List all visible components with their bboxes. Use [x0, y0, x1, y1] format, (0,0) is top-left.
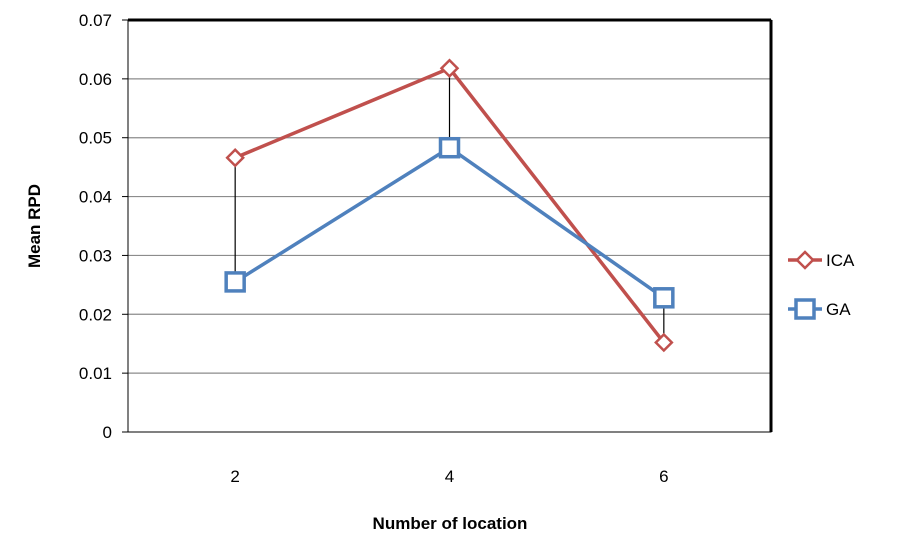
data-point-ga — [224, 271, 246, 293]
y-tick-label: 0.07 — [79, 11, 112, 30]
axes — [122, 18, 773, 433]
data-point-ga — [653, 287, 675, 309]
tick-labels: 0 0.01 0.02 0.03 0.04 0.05 0.06 0.07 2 4 6 — [79, 11, 669, 486]
series-line-ga — [234, 145, 665, 300]
y-tick-label: 0.03 — [79, 246, 112, 265]
x-tick-label: 2 — [230, 467, 239, 486]
y-tick-label: 0.04 — [79, 188, 112, 207]
data-point-ica — [654, 332, 674, 353]
x-tick-label: 4 — [445, 467, 454, 486]
y-tick-label: 0.02 — [79, 305, 112, 324]
y-tick-label: 0.01 — [79, 364, 112, 383]
y-tick-label: 0.06 — [79, 70, 112, 89]
legend-label: GA — [826, 300, 851, 319]
legend: ICA GA — [788, 250, 855, 320]
data-point-ica — [439, 58, 460, 79]
legend-label: ICA — [826, 251, 855, 270]
hi-lo-lines — [234, 68, 665, 343]
legend-marker — [795, 250, 815, 270]
y-tick-label: 0.05 — [79, 129, 112, 148]
x-axis-title: Number of location — [373, 514, 528, 533]
series-markers — [224, 58, 675, 353]
data-point-ica — [225, 147, 245, 168]
data-point-ga — [438, 136, 461, 159]
legend-marker — [794, 298, 816, 320]
y-tick-label: 0 — [103, 423, 112, 442]
x-tick-label: 6 — [659, 467, 668, 486]
y-axis-title: Mean RPD — [25, 184, 44, 268]
